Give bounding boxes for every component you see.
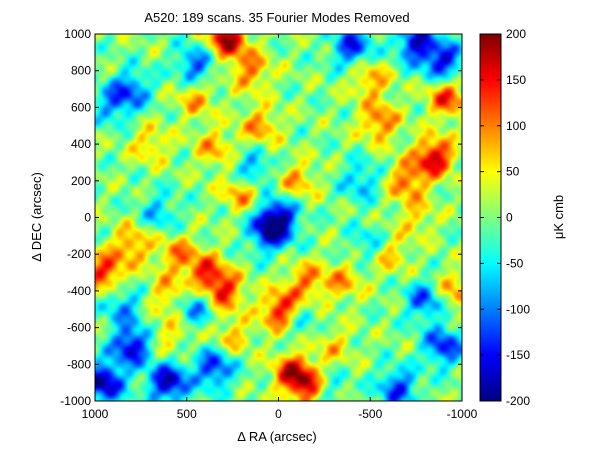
colorbar-tick-label: 0 (506, 211, 513, 225)
colorbar-tick-label: 50 (506, 165, 520, 179)
y-tick-label: 0 (84, 211, 91, 225)
colorbar-tick-label: 100 (506, 119, 526, 133)
y-axis-label: Δ DEC (arcsec) (29, 172, 44, 262)
colorbar-tick-label: 150 (506, 73, 526, 87)
y-tick-label: -200 (67, 247, 91, 261)
plot-area (94, 33, 463, 402)
colorbar-tick-label: -100 (506, 302, 530, 316)
x-axis-label: Δ RA (arcsec) (237, 429, 316, 444)
y-tick-label: -400 (67, 284, 91, 298)
heatmap-image (95, 34, 462, 401)
colorbar-tick-label: -200 (506, 394, 530, 408)
colorbar-tick-label: -50 (506, 256, 524, 270)
x-tick-label: -1000 (447, 407, 478, 421)
y-axis: 1000 800 600 400 200 0 -200 -400 -600 -800 -1000 (60, 27, 462, 408)
y-tick-label: -800 (67, 357, 91, 371)
colorbar-ticks: 200 150 100 50 0 -50 -100 -150 -200 (480, 27, 530, 408)
colorbar-tick-label: -150 (506, 348, 530, 362)
y-tick-label: 800 (71, 64, 91, 78)
y-tick-label: 1000 (64, 27, 91, 41)
y-tick-label: -1000 (60, 394, 91, 408)
x-tick-label: 1000 (82, 407, 109, 421)
y-tick-label: 200 (71, 174, 91, 188)
colorbar-tick-label: 200 (506, 27, 526, 41)
x-axis: 1000 500 0 -500 -1000 (82, 34, 478, 421)
x-tick-label: 0 (275, 407, 282, 421)
y-tick-label: 400 (71, 137, 91, 151)
colorbar-label: μK cmb (551, 195, 566, 239)
x-tick-label: -500 (358, 407, 382, 421)
x-tick-label: 500 (177, 407, 197, 421)
y-tick-label: -600 (67, 321, 91, 335)
chart-title: A520: 189 scans. 35 Fourier Modes Remove… (144, 10, 409, 25)
colorbar-gradient (480, 34, 501, 401)
y-tick-label: 600 (71, 100, 91, 114)
